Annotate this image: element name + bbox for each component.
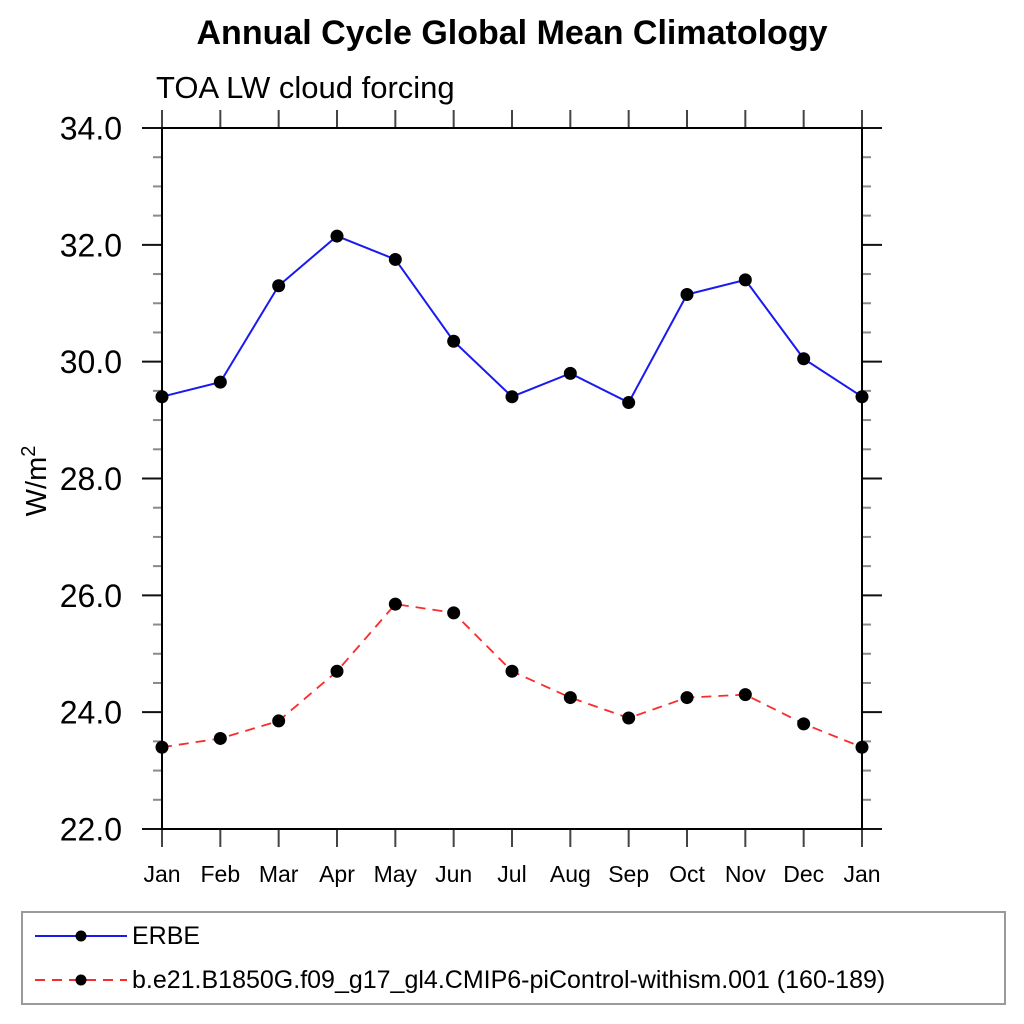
legend-label-erbe: ERBE — [132, 921, 201, 950]
y-axis-title: W/m2 — [18, 446, 53, 517]
legend-item-erbe: ERBE — [29, 918, 1004, 954]
x-axis-tick-label: Jul — [497, 861, 526, 887]
legend-box: ERBE b.e21.B1850G.f09_g17_gl4.CMIP6-piCo… — [21, 911, 1006, 1005]
legend-label-model: b.e21.B1850G.f09_g17_gl4.CMIP6-piControl… — [132, 965, 886, 994]
legend-sample-model — [35, 974, 127, 986]
x-axis-tick-label: Jan — [843, 861, 880, 887]
data-point-marker — [738, 688, 752, 702]
y-axis-tick-label: 26.0 — [60, 578, 122, 614]
y-axis-tick-label: 32.0 — [60, 227, 122, 263]
data-point-marker — [622, 396, 636, 410]
chart-subtitle: TOA LW cloud forcing — [156, 70, 455, 105]
y-axis-tick-label: 30.0 — [60, 344, 122, 380]
legend-sample-erbe — [35, 930, 127, 942]
x-axis-tick-label: Aug — [550, 861, 591, 887]
data-point-marker — [505, 390, 519, 404]
x-axis-tick-label: Oct — [669, 861, 705, 887]
data-point-marker — [622, 711, 636, 725]
y-axis-tick-label: 28.0 — [60, 461, 122, 497]
data-point-marker — [155, 740, 169, 754]
chart-title: Annual Cycle Global Mean Climatology — [196, 14, 828, 52]
series-line-erbe — [161, 234, 863, 404]
data-point-marker — [388, 252, 402, 266]
data-point-marker — [330, 229, 344, 243]
data-point-marker — [855, 740, 869, 754]
data-point-marker — [447, 606, 461, 620]
data-point-marker — [797, 717, 811, 731]
data-point-marker — [388, 597, 402, 611]
data-point-marker — [447, 334, 461, 348]
y-axis-tick-label: 22.0 — [60, 812, 122, 848]
data-point-marker — [155, 390, 169, 404]
y-axis-tick-label: 24.0 — [60, 695, 122, 731]
x-axis-tick-label: Mar — [259, 861, 299, 887]
x-axis-tick-label: Dec — [783, 861, 824, 887]
x-axis-tick-label: May — [374, 861, 418, 887]
data-point-marker — [272, 279, 286, 293]
y-axis-tick-label: 34.0 — [60, 111, 122, 147]
x-axis-tick-label: Jan — [143, 861, 180, 887]
data-point-marker — [213, 731, 227, 745]
data-point-marker — [680, 691, 694, 705]
data-point-marker — [563, 366, 577, 380]
x-axis-tick-label: Nov — [725, 861, 766, 887]
plot-frame — [161, 127, 863, 830]
x-axis-tick-label: Feb — [201, 861, 241, 887]
x-axis-tick-label: Apr — [319, 861, 355, 887]
data-point-marker — [797, 352, 811, 366]
data-point-marker — [213, 375, 227, 389]
x-axis-tick-label: Jun — [435, 861, 472, 887]
x-axis-tick-label: Sep — [608, 861, 649, 887]
legend-item-model: b.e21.B1850G.f09_g17_gl4.CMIP6-piControl… — [29, 962, 1004, 998]
data-point-marker — [330, 664, 344, 678]
legend-marker-icon — [75, 930, 87, 942]
data-point-marker — [563, 691, 577, 705]
data-point-marker — [738, 273, 752, 287]
data-point-marker — [272, 714, 286, 728]
data-point-marker — [505, 664, 519, 678]
data-point-marker — [680, 287, 694, 301]
chart-plot-area: 22.0 24.0 26.0 28.0 30.0 32.0 34.0 Jan Feb Mar Apr… — [18, 110, 882, 887]
data-point-marker — [855, 390, 869, 404]
legend-marker-icon — [75, 974, 87, 986]
